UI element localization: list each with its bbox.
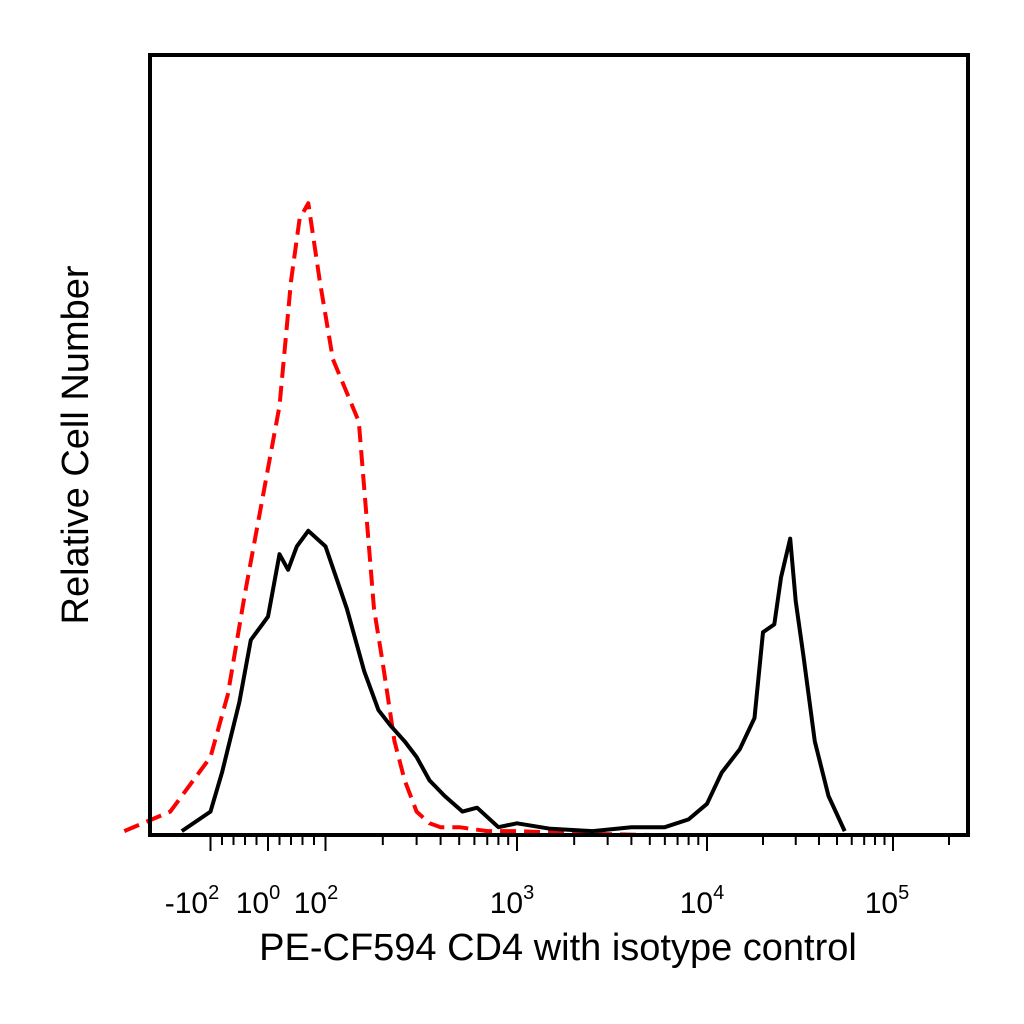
plot-frame [148, 53, 970, 837]
x-tick-label: -102 [165, 882, 219, 920]
x-tick-label-text: 100 [236, 882, 281, 920]
series-line-1 [123, 201, 650, 837]
y-axis-label: Relative Cell Number [55, 265, 97, 624]
x-tick-label: 103 [490, 882, 535, 920]
x-tick-label-text: 102 [294, 882, 339, 920]
series-line-2 [180, 528, 847, 834]
x-tick-label-exponent: 4 [713, 882, 724, 904]
x-tick-label: 105 [865, 882, 910, 920]
x-tick-label-base: 10 [680, 887, 713, 920]
x-tick-label-base: 10 [490, 887, 523, 920]
x-tick-label-text: -102 [165, 882, 219, 920]
x-tick-label: 104 [680, 882, 725, 920]
x-tick-label-exponent: 5 [898, 882, 909, 904]
x-tick-label-base: 10 [865, 887, 898, 920]
x-tick-label-base: -10 [165, 887, 208, 920]
x-tick-label-text: 104 [680, 882, 725, 920]
x-tick-label-exponent: 2 [208, 882, 219, 904]
x-tick-label-text: 105 [865, 882, 910, 920]
x-tick-label: 102 [294, 882, 339, 920]
x-tick-label-exponent: 0 [269, 882, 280, 904]
x-tick-label-base: 10 [236, 887, 269, 920]
x-tick-label: 100 [236, 882, 281, 920]
x-tick-label-base: 10 [294, 887, 327, 920]
x-tick-label-text: 103 [490, 882, 535, 920]
x-axis-label: PE-CF594 CD4 with isotype control [259, 927, 857, 969]
x-tick-label-exponent: 3 [523, 882, 534, 904]
x-tick-label-exponent: 2 [327, 882, 338, 904]
x-axis: -102 100 102 103 104 105 [165, 837, 950, 920]
plot-area [123, 201, 847, 837]
